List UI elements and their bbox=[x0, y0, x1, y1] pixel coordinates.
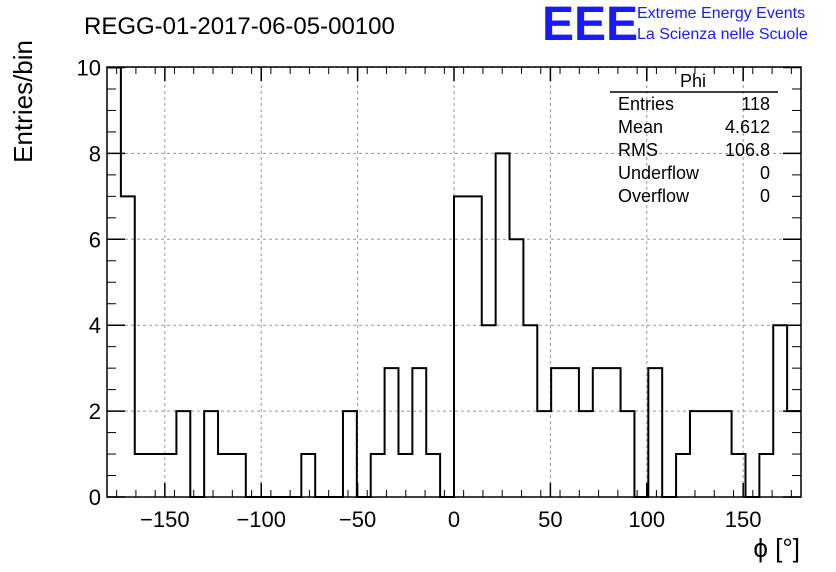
histogram-bin bbox=[759, 454, 773, 497]
stats-row-value: 4.612 bbox=[725, 117, 770, 137]
stats-row-label: Overflow bbox=[618, 186, 690, 206]
histogram-bin bbox=[121, 196, 135, 497]
histogram-bin bbox=[468, 196, 482, 497]
y-tick-label: 8 bbox=[89, 141, 101, 166]
histogram-bin bbox=[204, 411, 218, 497]
stats-row-label: Underflow bbox=[618, 163, 700, 183]
x-tick-label: 50 bbox=[538, 507, 562, 532]
histogram-bin bbox=[579, 411, 593, 497]
y-tick-label: 0 bbox=[89, 485, 101, 510]
x-tick-label: −150 bbox=[140, 507, 190, 532]
eee-logo-line1: Extreme Energy Events bbox=[637, 5, 805, 22]
histogram-bin bbox=[176, 411, 190, 497]
histogram-bin bbox=[690, 411, 704, 497]
histogram-bin bbox=[510, 239, 524, 497]
stats-row-value: 0 bbox=[760, 186, 770, 206]
y-tick-label: 2 bbox=[89, 399, 101, 424]
histogram-bin bbox=[621, 411, 635, 497]
stats-box: Phi Entries 118 Mean 4.612 RMS 106.8 Underflow… bbox=[610, 71, 778, 206]
histogram-bin bbox=[718, 411, 732, 497]
y-axis-title: Entries/bin bbox=[8, 40, 38, 163]
eee-logo-line2: La Scienza nelle Scuole bbox=[637, 26, 808, 43]
x-axis-ticks: −150 −100 −50 0 50 100 150 bbox=[116, 67, 792, 532]
histogram-bars bbox=[107, 66, 801, 498]
stats-title: Phi bbox=[680, 71, 706, 91]
histogram-bin bbox=[454, 196, 468, 497]
histogram-bin bbox=[301, 454, 315, 497]
histogram-bin bbox=[412, 368, 426, 497]
histogram-bin bbox=[371, 454, 385, 497]
x-tick-label: 0 bbox=[448, 507, 460, 532]
histogram-bin bbox=[565, 368, 579, 497]
histogram-bin bbox=[551, 368, 565, 497]
stats-row-value: 106.8 bbox=[725, 140, 770, 160]
histogram-bin bbox=[135, 454, 149, 497]
histogram-bin bbox=[232, 454, 246, 497]
histogram-bin bbox=[676, 454, 690, 497]
x-tick-label: 100 bbox=[628, 507, 665, 532]
eee-logo: EEE Extreme Energy Events La Scienza nel… bbox=[542, 0, 808, 51]
histogram-bin bbox=[607, 368, 621, 497]
histogram-outline bbox=[107, 66, 801, 498]
x-axis-title: ϕ [°] bbox=[753, 533, 800, 563]
histogram-bin bbox=[385, 368, 399, 497]
x-tick-label: −50 bbox=[339, 507, 376, 532]
eee-logo-mark: EEE bbox=[542, 0, 638, 51]
stats-row-value: 118 bbox=[741, 94, 770, 114]
y-tick-label: 10 bbox=[77, 56, 101, 81]
x-tick-label: −100 bbox=[236, 507, 286, 532]
histogram-bin bbox=[537, 411, 551, 497]
histogram-bin bbox=[593, 368, 607, 497]
stats-row-label: Entries bbox=[618, 94, 674, 114]
y-tick-label: 4 bbox=[89, 313, 101, 338]
histogram-bin bbox=[426, 454, 440, 497]
chart-title: REGG-01-2017-06-05-00100 bbox=[84, 13, 395, 40]
x-tick-label: 150 bbox=[725, 507, 762, 532]
histogram-bin bbox=[343, 411, 357, 497]
y-axis-ticks: 0 2 4 6 8 10 bbox=[77, 56, 801, 510]
histogram-bin bbox=[704, 411, 718, 497]
histogram-bin bbox=[218, 454, 232, 497]
stats-row-label: RMS bbox=[618, 140, 658, 160]
stats-row-value: 0 bbox=[760, 163, 770, 183]
stats-row-label: Mean bbox=[618, 117, 663, 137]
y-tick-label: 6 bbox=[89, 227, 101, 252]
histogram-bin bbox=[648, 368, 662, 497]
